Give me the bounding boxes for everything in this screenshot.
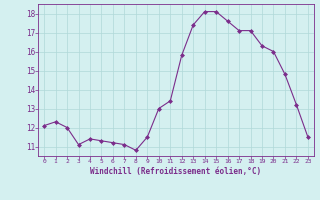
X-axis label: Windchill (Refroidissement éolien,°C): Windchill (Refroidissement éolien,°C)	[91, 167, 261, 176]
